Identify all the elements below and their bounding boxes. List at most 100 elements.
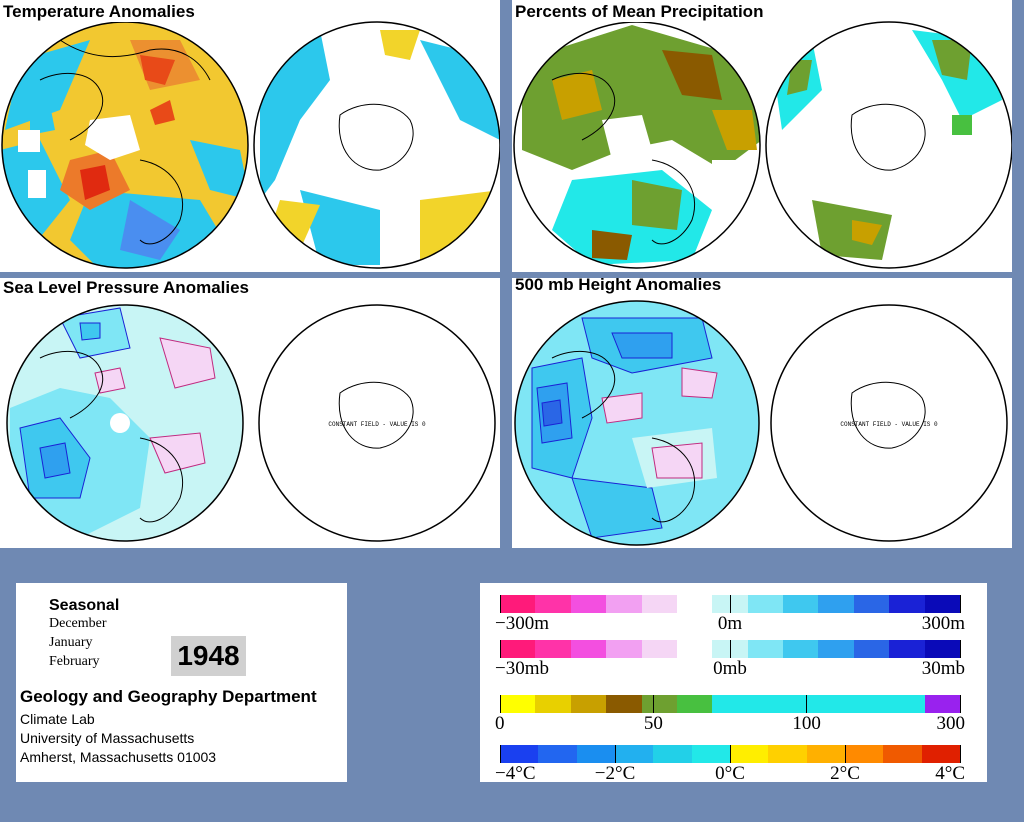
pressure-scale-bar <box>500 640 960 658</box>
pressure-scale-segment <box>783 640 819 658</box>
pressure-scale-tick <box>499 640 501 658</box>
height-south-outline <box>770 304 1008 542</box>
height-scale-segment <box>818 595 854 613</box>
pressure-scale-label: 30mb <box>921 658 965 679</box>
department-name: Geology and Geography Department <box>20 687 317 706</box>
panel-title-slp: Sea Level Pressure Anomalies <box>0 278 253 298</box>
slp-maps: CONSTANT FIELD - VALUE IS 0 <box>6 304 496 542</box>
precip-scale-tick <box>959 695 961 713</box>
precipitation-maps <box>513 21 1012 269</box>
temperature-south-outline <box>253 21 500 269</box>
temp-scale-segment <box>768 745 807 763</box>
height-antarctica-outline <box>850 381 926 449</box>
temp-scale-segment <box>576 745 615 763</box>
legend-box: −300m 0m 300m −30mb 0mb 30mb 0 50 100 300 −4°C −2°C… <box>480 583 987 784</box>
temp-scale-tick <box>729 745 731 763</box>
precipitation-south-outline <box>765 21 1012 269</box>
precip-scale-label: 100 <box>792 713 821 734</box>
height-scale-tick <box>499 595 501 613</box>
pressure-scale-segment <box>535 640 571 658</box>
pressure-scale-segment <box>500 640 536 658</box>
temp-scale-segment <box>883 745 922 763</box>
pressure-scale-segment <box>924 640 960 658</box>
temp-scale-segment <box>500 745 539 763</box>
precip-scale-label: 300 <box>936 713 966 734</box>
month-february: February <box>49 654 100 669</box>
panel-title-temperature: Temperature Anomalies <box>0 2 198 22</box>
height-scale-segment <box>570 595 607 613</box>
precip-scale-segment <box>535 695 571 713</box>
precip-scale-tick <box>499 695 501 713</box>
pressure-scale-segment <box>747 640 783 658</box>
temp-scale-label: 0°C <box>715 763 745 784</box>
temp-scale-bar <box>500 745 960 763</box>
height-scale-label: 300m <box>921 613 965 634</box>
precip-scale-tick <box>652 695 654 713</box>
height-scale-segment <box>606 595 642 613</box>
precip-scale-segment <box>641 695 677 713</box>
pressure-scale-segment <box>853 640 890 658</box>
temp-scale-label: −4°C <box>495 763 536 784</box>
temperature-panel: Temperature Anomalies <box>0 0 500 272</box>
pressure-scale-segment <box>606 640 642 658</box>
height-scale-segment <box>924 595 960 613</box>
temp-scale-segment <box>691 745 730 763</box>
height-scale-bar <box>500 595 960 613</box>
period-label: Seasonal <box>49 597 120 614</box>
slp-north-outline <box>6 304 244 542</box>
temp-scale-label: 4°C <box>935 763 965 784</box>
pressure-scale-tick <box>729 640 731 658</box>
temp-scale-label: −2°C <box>594 763 636 784</box>
precip-scale-segment <box>676 695 713 713</box>
temp-scale-label: 2°C <box>830 763 860 784</box>
precip-scale-segment <box>570 695 607 713</box>
height-scale-segment <box>783 595 819 613</box>
height-scale-segment <box>889 595 925 613</box>
year-badge: 1948 <box>171 636 246 676</box>
precip-scale-label: 50 <box>643 713 663 734</box>
height-north-outline <box>514 300 760 546</box>
height-scale-segment <box>676 595 713 613</box>
temp-scale-tick <box>959 745 961 763</box>
slp-antarctica-outline <box>338 381 414 449</box>
height-scale-segment <box>747 595 783 613</box>
address-line-1: Climate Lab <box>20 711 95 727</box>
precip-scale-segment <box>500 695 536 713</box>
temp-scale-segment <box>806 745 845 763</box>
precip-scale-tick <box>806 695 808 713</box>
height-scale-segment <box>853 595 890 613</box>
slp-constant-note: CONSTANT FIELD - VALUE IS 0 <box>328 421 426 428</box>
temperature-north-hemisphere <box>2 22 248 268</box>
height-scale-tick <box>729 595 731 613</box>
precipitation-north-outline <box>513 21 761 269</box>
address-line-3: Amherst, Massachusetts 01003 <box>20 749 217 765</box>
pressure-scale-segment <box>676 640 713 658</box>
precip-scale-segment <box>924 695 960 713</box>
panel-title-precipitation: Percents of Mean Precipitation <box>512 2 767 22</box>
height-scale-segment <box>641 595 677 613</box>
precip-scale-segment <box>783 695 819 713</box>
pressure-scale-segment <box>889 640 925 658</box>
temp-scale-segment <box>538 745 577 763</box>
slp-north-hemisphere <box>7 305 243 541</box>
temp-scale-segment <box>844 745 884 763</box>
pressure-scale-tick <box>959 640 961 658</box>
address-line-2: University of Massachusetts <box>20 730 195 746</box>
height-scale-segment <box>535 595 571 613</box>
temp-scale-tick <box>614 745 616 763</box>
temperature-north-outline <box>1 21 249 269</box>
pressure-scale-segment <box>641 640 677 658</box>
temp-scale-segment <box>653 745 692 763</box>
month-january: January <box>49 635 93 650</box>
height-panel: 500 mb Height Anomalies CONSTANT FIELD -… <box>512 278 1012 548</box>
pressure-scale-label: 0mb <box>713 658 747 679</box>
slp-south-outline <box>258 304 496 542</box>
pressure-scale-segment <box>570 640 607 658</box>
precip-scale-segment <box>889 695 925 713</box>
height-constant-note: CONSTANT FIELD - VALUE IS 0 <box>840 421 938 428</box>
precip-scale-segment <box>606 695 642 713</box>
pressure-scale-segment <box>818 640 854 658</box>
precipitation-north-hemisphere <box>514 22 760 268</box>
height-scale-segment <box>500 595 536 613</box>
month-december: December <box>49 616 107 631</box>
